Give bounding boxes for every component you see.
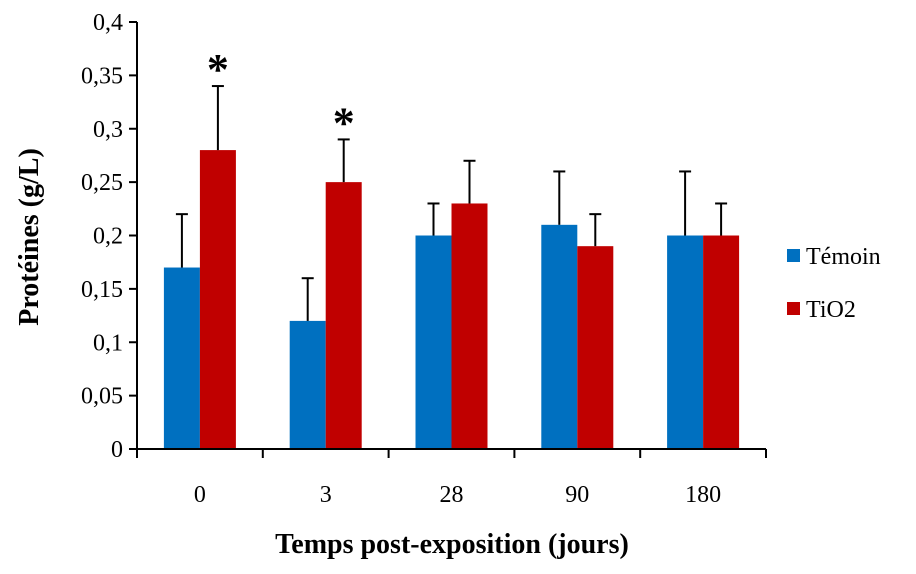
bar-témoin-90	[541, 224, 578, 449]
bar-témoin-0	[163, 267, 200, 449]
y-tick-label: 0,4	[93, 10, 123, 36]
x-tick-label: 3	[320, 482, 332, 508]
y-tick-label: 0,35	[81, 63, 123, 89]
bar-témoin-28	[415, 235, 452, 449]
y-tick-label: 0,05	[81, 384, 123, 410]
x-tick-label: 180	[685, 482, 721, 508]
significance-asterisk: *	[333, 98, 355, 147]
y-tick-label: 0	[111, 437, 123, 463]
y-tick-label: 0,3	[93, 117, 123, 143]
x-tick-label: 28	[440, 482, 464, 508]
y-axis-ticks: 0 0,05 0,1 0,15 0,2 0,25 0,3 0,35 0,4	[81, 10, 137, 463]
legend-swatch-tio2	[787, 302, 800, 315]
bar-tio2-180	[703, 235, 740, 449]
bars-group	[163, 150, 740, 449]
bar-tio2-28	[451, 203, 488, 449]
legend: Témoin TiO2	[787, 244, 881, 323]
x-axis-title: Temps post-exposition (jours)	[275, 529, 629, 560]
y-axis-title: Protéines (g/L)	[14, 148, 45, 326]
significance-asterisk: *	[207, 45, 229, 94]
bar-témoin-180	[667, 235, 704, 449]
y-tick-label: 0,15	[81, 277, 123, 303]
x-tick-label: 0	[194, 482, 206, 508]
bar-témoin-3	[289, 320, 326, 449]
bar-tio2-3	[325, 182, 362, 449]
bar-tio2-90	[577, 246, 614, 449]
legend-label-tio2: TiO2	[806, 297, 856, 323]
y-tick-label: 0,25	[81, 170, 123, 196]
legend-label-témoin: Témoin	[806, 244, 881, 270]
x-axis-ticks: 0 3 28 90 180	[136, 449, 767, 508]
y-tick-label: 0,2	[93, 224, 123, 250]
bar-tio2-0	[199, 150, 236, 449]
y-tick-label: 0,1	[93, 330, 123, 356]
x-tick-label: 90	[565, 482, 589, 508]
axes-group	[136, 22, 766, 450]
legend-swatch-témoin	[787, 249, 800, 262]
error-bars-group: **	[175, 45, 728, 321]
